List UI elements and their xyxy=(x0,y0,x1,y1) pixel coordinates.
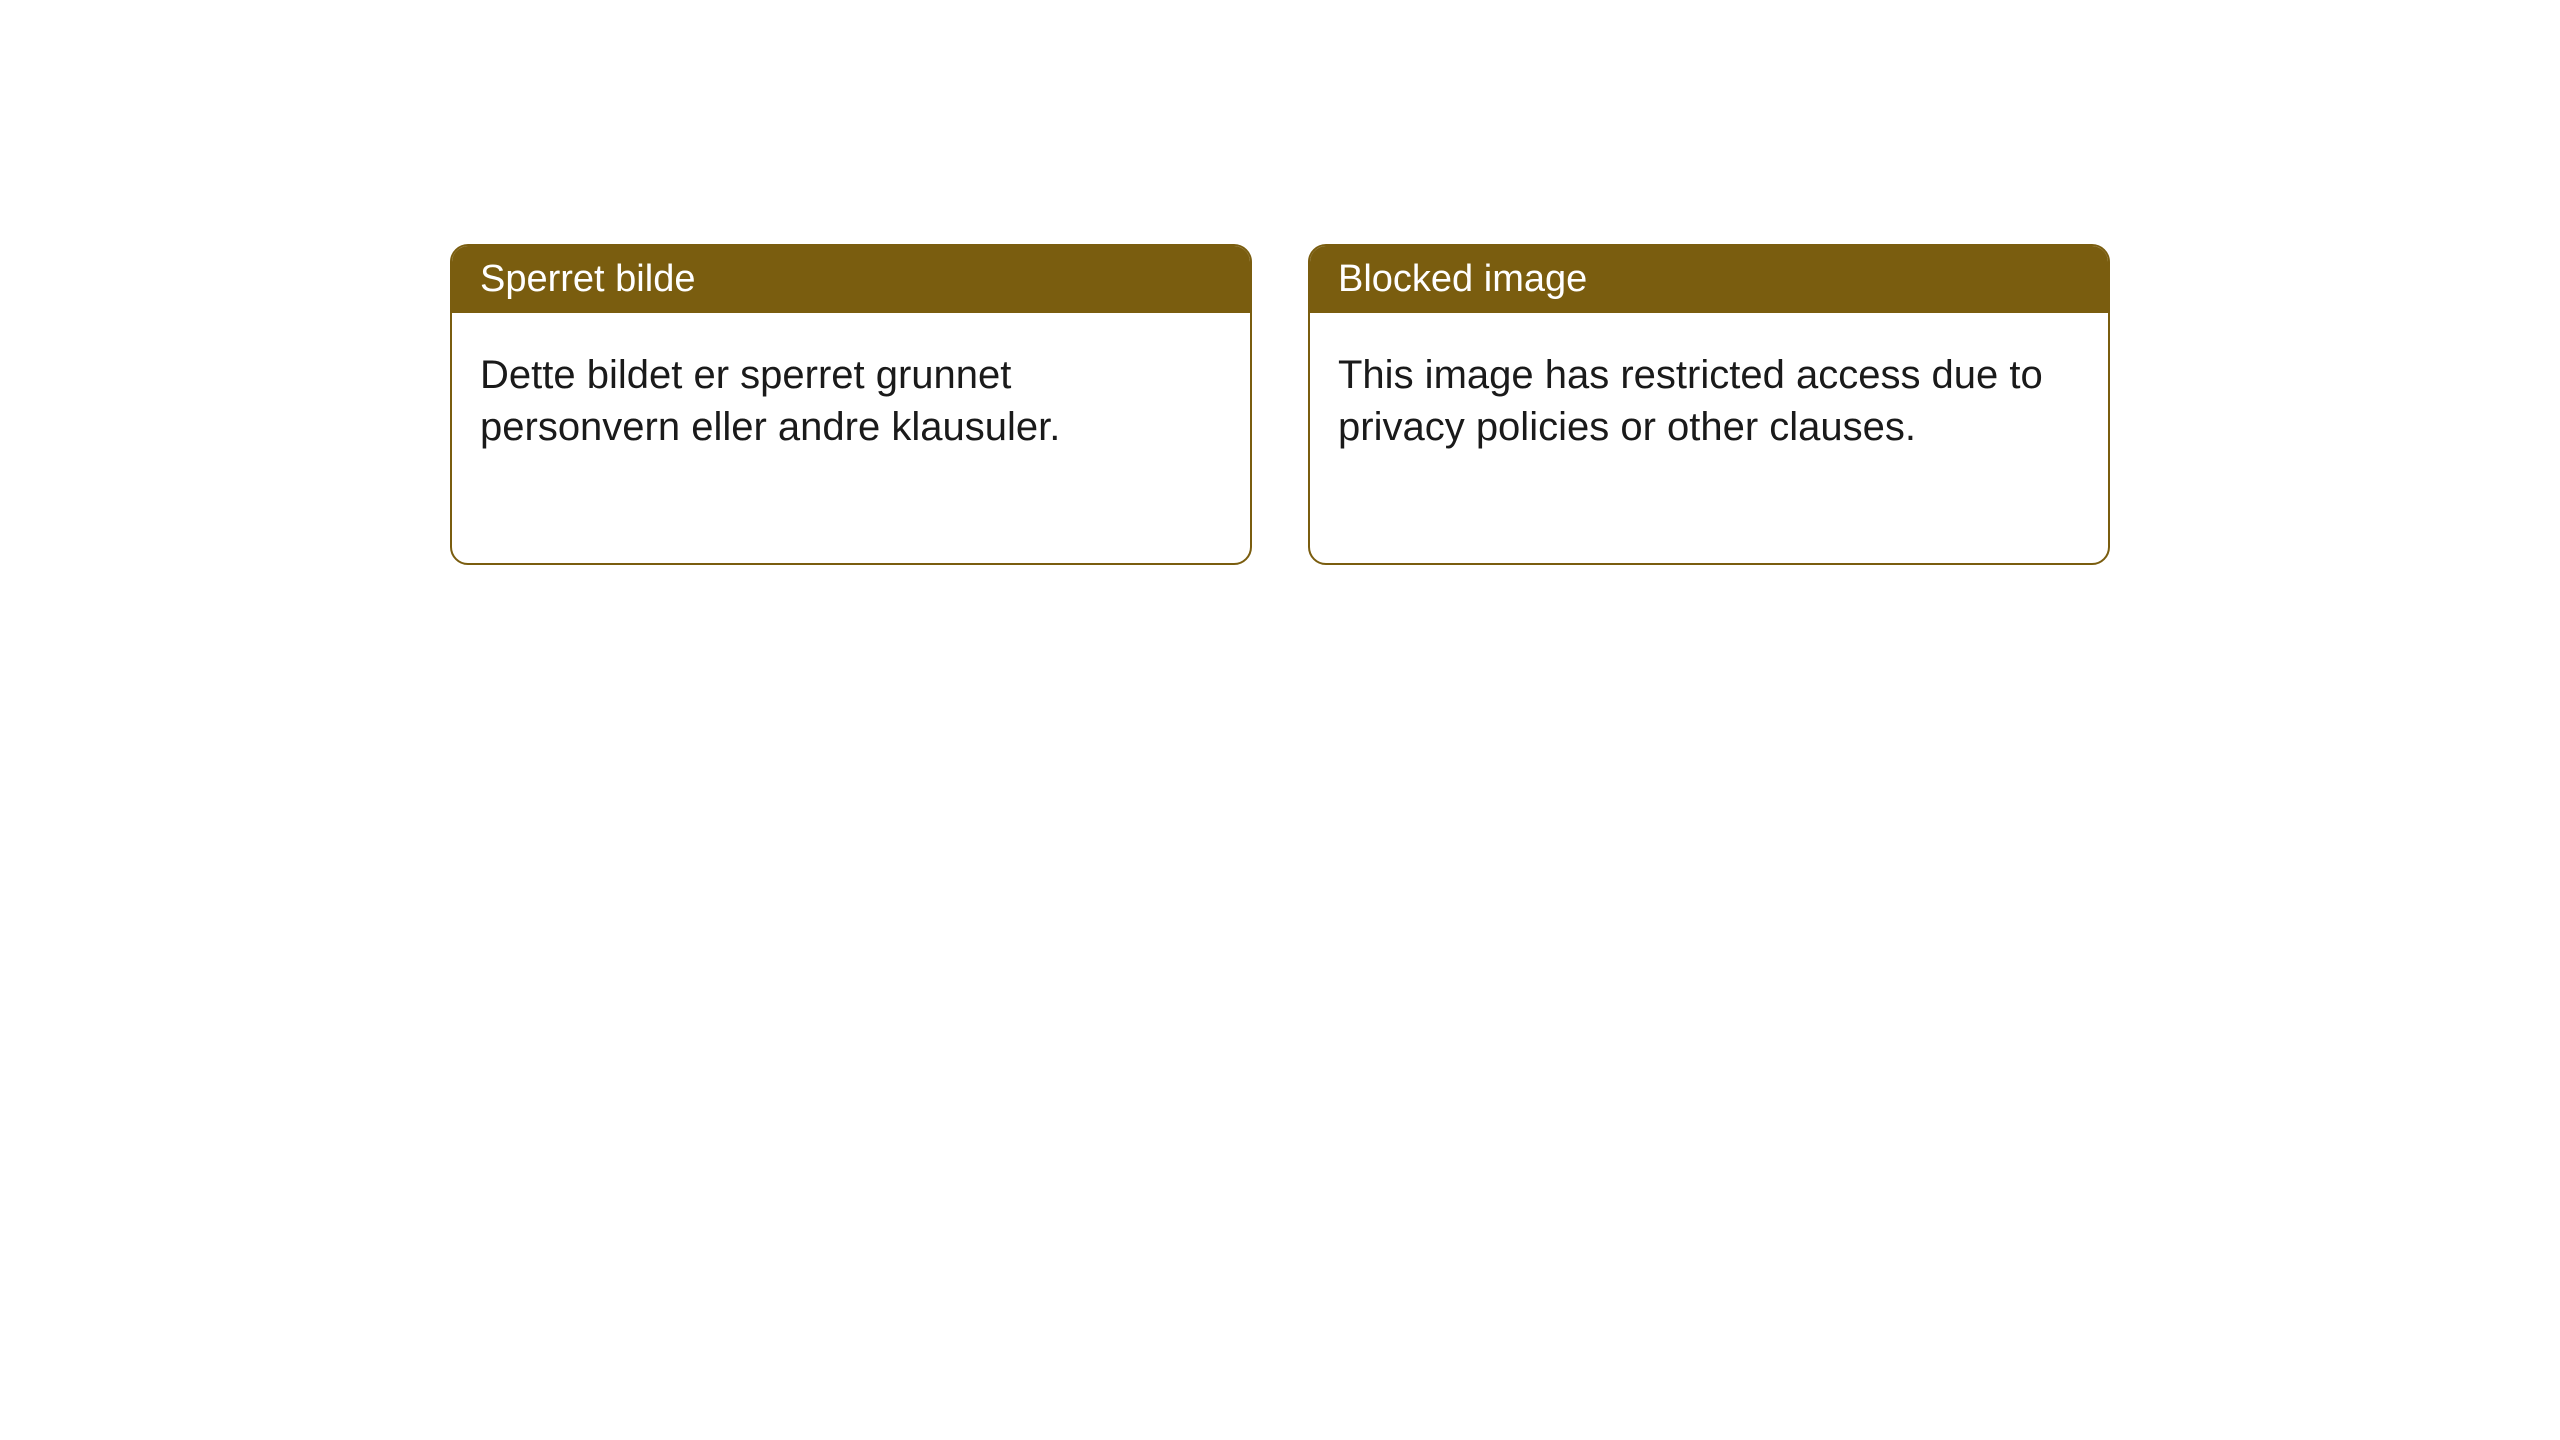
notice-title: Sperret bilde xyxy=(480,258,695,300)
notice-card-norwegian: Sperret bilde Dette bildet er sperret gr… xyxy=(450,244,1252,565)
notice-container: Sperret bilde Dette bildet er sperret gr… xyxy=(450,244,2110,565)
notice-body-text: Dette bildet er sperret grunnet personve… xyxy=(480,353,1060,449)
notice-card-english: Blocked image This image has restricted … xyxy=(1308,244,2110,565)
notice-body: Dette bildet er sperret grunnet personve… xyxy=(452,313,1250,563)
notice-body-text: This image has restricted access due to … xyxy=(1338,353,2043,449)
notice-header: Blocked image xyxy=(1310,246,2108,313)
notice-header: Sperret bilde xyxy=(452,246,1250,313)
notice-body: This image has restricted access due to … xyxy=(1310,313,2108,563)
notice-title: Blocked image xyxy=(1338,258,1587,300)
